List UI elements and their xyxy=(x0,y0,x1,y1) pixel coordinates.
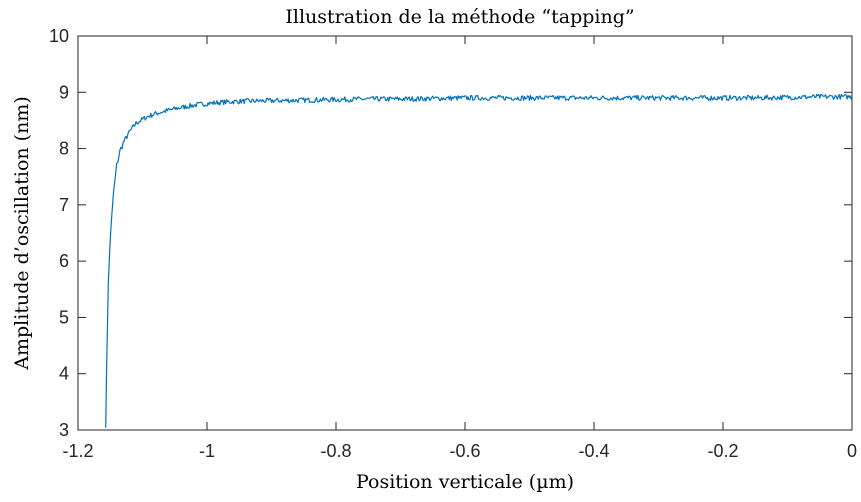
x-tick-label: -1 xyxy=(199,441,215,461)
y-axis-label: Amplitude d’oscillation (nm) xyxy=(11,96,33,370)
x-tick-label: -0.6 xyxy=(449,441,480,461)
y-tick-label: 6 xyxy=(59,251,69,271)
y-tick-label: 10 xyxy=(49,26,69,46)
x-tick-label: -0.2 xyxy=(707,441,738,461)
chart-title: Illustration de la méthode “tapping” xyxy=(285,6,634,28)
x-tick-label: -0.4 xyxy=(578,441,609,461)
x-axis-label: Position verticale (µm) xyxy=(356,471,574,493)
series-line xyxy=(105,93,853,428)
y-tick-label: 9 xyxy=(59,82,69,102)
axes-box xyxy=(77,35,853,431)
plot-area xyxy=(105,93,853,428)
y-tick-label: 8 xyxy=(59,139,69,159)
x-tick-label: -0.8 xyxy=(320,441,351,461)
y-tick-label: 3 xyxy=(59,420,69,440)
y-tick-label: 7 xyxy=(59,195,69,215)
y-tick-label: 5 xyxy=(59,307,69,327)
x-tick-label: 0 xyxy=(847,441,857,461)
x-tick-label: -1.2 xyxy=(62,441,93,461)
y-tick-label: 4 xyxy=(59,364,69,384)
